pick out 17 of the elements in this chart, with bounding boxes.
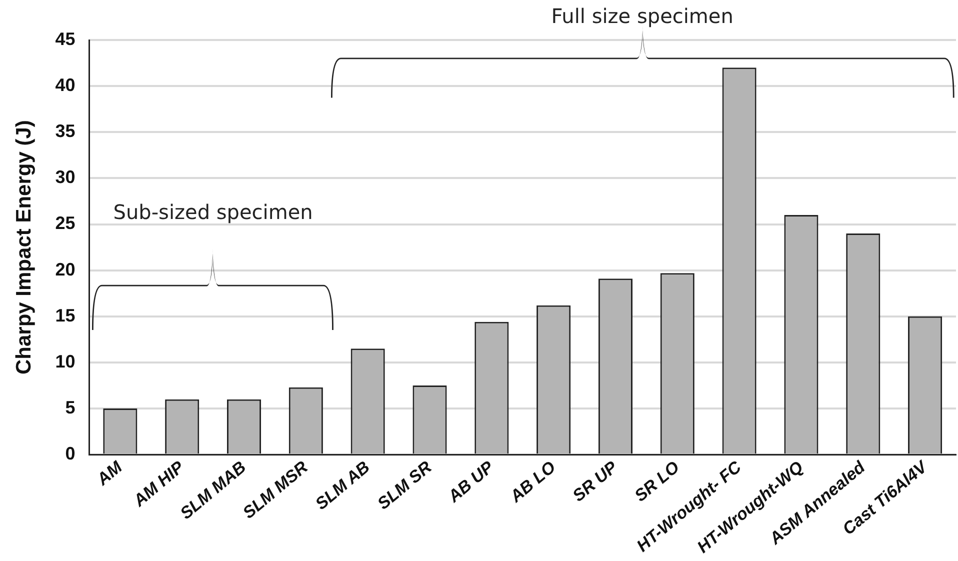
y-tick-label: 30: [55, 167, 76, 188]
y-tick-label: 35: [55, 121, 76, 142]
y-tick-label: 45: [55, 28, 76, 49]
annotation: Sub-sized specimen: [113, 200, 313, 224]
y-tick-label: 10: [55, 351, 76, 372]
y-tick-label: 20: [55, 259, 76, 280]
y-tick-label: 25: [55, 213, 76, 234]
x-tick-label: AB LO: [506, 458, 560, 507]
text: Full size specimen: [551, 4, 734, 28]
y-tick-label: 5: [65, 398, 76, 418]
x-tick-label: AM: [92, 456, 126, 490]
y-axis-title: Charpy Impact Energy (J): [12, 120, 36, 375]
y-tick-label: 40: [55, 75, 76, 96]
x-tick-label: AB UP: [444, 457, 498, 507]
y-tick-label: 15: [55, 305, 76, 326]
x-tick-label: SR UP: [569, 457, 622, 506]
y-tick-label: 0: [65, 444, 76, 464]
